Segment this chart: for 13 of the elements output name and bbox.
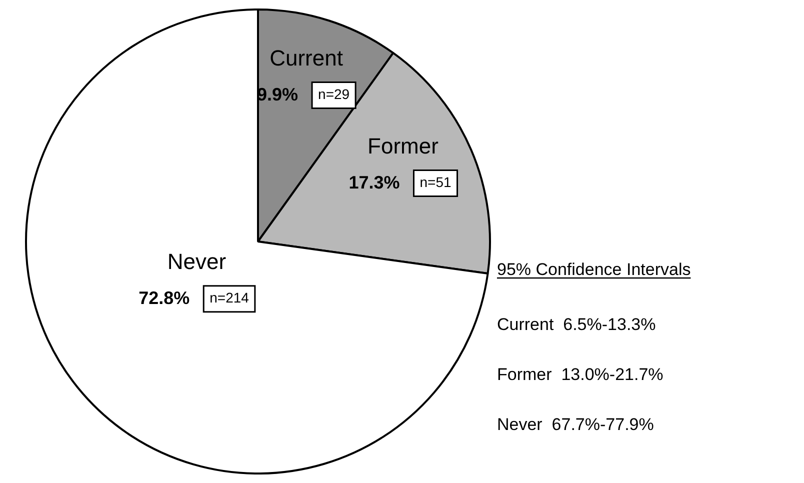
text: n=214 bbox=[210, 290, 250, 306]
data-label: 72.8% bbox=[138, 288, 190, 308]
slice-label: Never bbox=[167, 248, 226, 274]
text: Never 67.7%-77.9% bbox=[497, 415, 654, 434]
text: n=29 bbox=[318, 86, 350, 102]
slice-label: Former bbox=[368, 133, 438, 158]
data-label: 17.3% bbox=[348, 172, 400, 192]
text: 95% Confidence Intervals bbox=[497, 260, 691, 279]
text: Current 6.5%-13.3% bbox=[497, 315, 656, 334]
text: Former 13.0%-21.7% bbox=[497, 365, 664, 384]
data-label: 9.9% bbox=[257, 84, 298, 104]
slice-label: Current bbox=[270, 45, 343, 70]
text: n=51 bbox=[420, 174, 452, 190]
